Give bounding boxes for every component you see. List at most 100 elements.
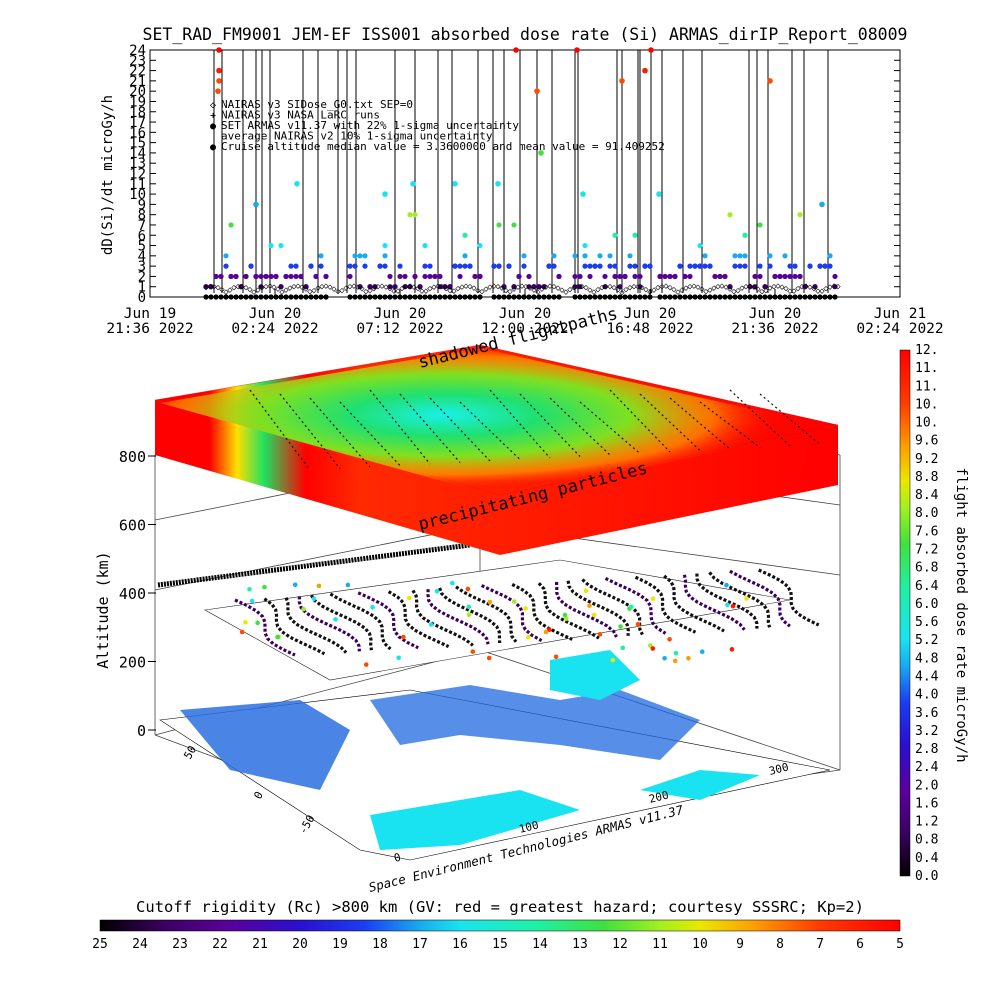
- dose-colorbar-tick: 5.6: [915, 615, 938, 630]
- data-point: [742, 263, 748, 269]
- map-ocean: [640, 770, 760, 800]
- rigidity-colorbar-tick: 13: [572, 937, 588, 952]
- model-point: ◇: [819, 286, 825, 296]
- data-point: [551, 253, 557, 259]
- data-point: [687, 273, 693, 280]
- dose-colorbar-tick: 2.0: [915, 778, 938, 793]
- y-tick-label: 19: [129, 94, 146, 110]
- data-point: [682, 294, 688, 300]
- data-point: [792, 294, 798, 300]
- track-plane: [204, 559, 791, 681]
- data-point: [792, 273, 798, 280]
- model-point: ◇: [739, 284, 745, 294]
- data-point: [208, 294, 214, 300]
- data-point: [357, 294, 363, 300]
- data-point: [218, 273, 224, 280]
- data-point: [347, 294, 353, 300]
- track-point: [243, 619, 248, 625]
- data-point: [531, 294, 537, 300]
- map-land: [180, 700, 350, 790]
- model-point: ◇: [323, 282, 329, 292]
- data-point: [757, 263, 763, 269]
- data-point: [417, 294, 423, 300]
- rigidity-colorbar-tick: 17: [412, 937, 428, 952]
- data-point: [697, 242, 703, 249]
- data-point: [357, 284, 363, 290]
- track-point: [618, 624, 623, 629]
- data-point: [521, 294, 527, 300]
- dose-colorbar-gradient: [899, 349, 911, 877]
- model-point: ◇: [659, 282, 665, 292]
- model-point: ◇: [799, 282, 805, 292]
- latitude-tick-label: 0: [251, 789, 266, 801]
- data-point: [447, 284, 453, 290]
- flight-track: [729, 569, 791, 628]
- dose-colorbar-tick: 5.2: [915, 633, 938, 648]
- data-point-high: [656, 191, 662, 197]
- model-point: ◇: [399, 284, 405, 294]
- model-point: ◇: [551, 282, 557, 292]
- data-point: [777, 294, 783, 300]
- data-point: [577, 284, 583, 290]
- flight-track: [480, 584, 543, 642]
- model-point: ◇: [591, 288, 597, 298]
- data-point-high: [580, 191, 586, 197]
- model-point: ◇: [711, 283, 717, 293]
- data-point: [432, 273, 438, 280]
- y-tick-label: 16: [129, 125, 146, 141]
- dose-colorbar-tick: 9.2: [915, 452, 938, 467]
- data-point: [757, 294, 763, 300]
- track-point: [262, 584, 267, 590]
- data-point: [707, 294, 713, 300]
- data-point: [491, 294, 497, 300]
- data-point: [462, 294, 468, 300]
- data-point: [521, 253, 527, 259]
- data-point: [717, 273, 723, 280]
- rigidity-colorbar-tick: 5: [896, 937, 904, 952]
- track-point: [597, 632, 603, 637]
- model-point: ◇: [371, 284, 377, 294]
- rigidity-colorbar-gradient: [99, 919, 901, 932]
- data-point: [752, 284, 758, 290]
- track-point: [363, 662, 369, 667]
- data-point: [377, 263, 383, 269]
- data-point: [536, 284, 542, 290]
- dose-colorbar-tick: 7.2: [915, 543, 938, 558]
- data-point: [602, 273, 608, 280]
- data-point: [263, 294, 269, 300]
- map-land: [370, 685, 700, 760]
- model-point: ◇: [655, 283, 661, 293]
- y-tick-label: 10: [129, 187, 146, 203]
- data-point: [278, 242, 284, 249]
- model-point: ◇: [347, 282, 353, 292]
- track-point: [523, 606, 528, 611]
- data-point: [347, 273, 353, 280]
- data-point: [767, 263, 773, 269]
- dose-colorbar-tick: 4.8: [915, 651, 938, 666]
- data-point: [496, 263, 502, 269]
- y-tick-label: 20: [129, 84, 146, 100]
- x-tick-label-time: 16:48 2022: [606, 321, 693, 337]
- data-point: [787, 273, 793, 280]
- model-point: ◇: [787, 287, 793, 297]
- y-tick-label: 9: [138, 197, 146, 213]
- track-point: [591, 612, 597, 618]
- model-point: ◇: [255, 285, 261, 295]
- track-point: [563, 616, 569, 622]
- model-point: ◇: [311, 286, 317, 296]
- model-point: ◇: [331, 284, 337, 294]
- rigidity-colorbar-tick: 21: [252, 937, 268, 952]
- data-point: [472, 294, 478, 300]
- data-point: [258, 273, 264, 280]
- data-point: [757, 273, 763, 280]
- data-point: [511, 294, 517, 300]
- track-point: [311, 596, 317, 602]
- model-point: ◇: [767, 284, 773, 294]
- track-point: [650, 646, 656, 651]
- model-point: ◇: [355, 282, 361, 292]
- track-point: [628, 604, 634, 610]
- track-point: [525, 634, 531, 640]
- rigidity-colorbar-tick: 9: [736, 937, 744, 952]
- track-point: [543, 629, 549, 635]
- flight-track: [455, 585, 518, 643]
